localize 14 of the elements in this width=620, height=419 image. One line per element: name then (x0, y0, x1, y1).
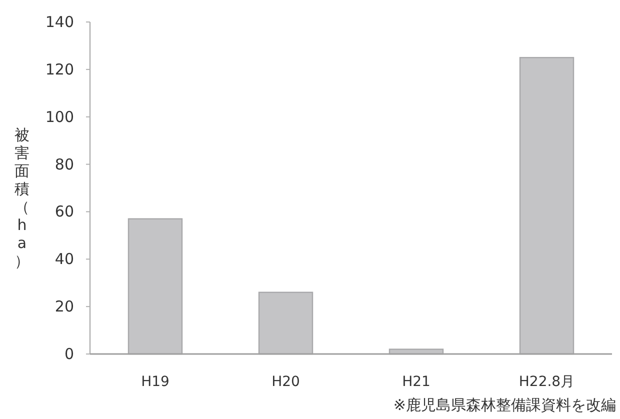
x-tick-label: H20 (272, 374, 300, 390)
y-tick-label: 0 (64, 345, 74, 363)
y-axis-title: 被害面積（ha） (14, 126, 30, 270)
x-tick-label: H19 (141, 374, 170, 390)
y-tick-label: 100 (45, 108, 74, 126)
text: ※鹿児島県森林整備課資料を改編 (393, 396, 616, 414)
x-tick-label: H22.8月 (518, 374, 575, 390)
x-tick-label: H21 (402, 374, 430, 390)
y-tick-label: 20 (54, 298, 74, 316)
y-tick-label: 40 (54, 250, 74, 268)
y-tick-label: 140 (45, 13, 74, 31)
y-tick-label: 80 (54, 155, 74, 174)
y-tick-label: 60 (54, 202, 74, 221)
y-tick-label: 120 (45, 60, 74, 78)
